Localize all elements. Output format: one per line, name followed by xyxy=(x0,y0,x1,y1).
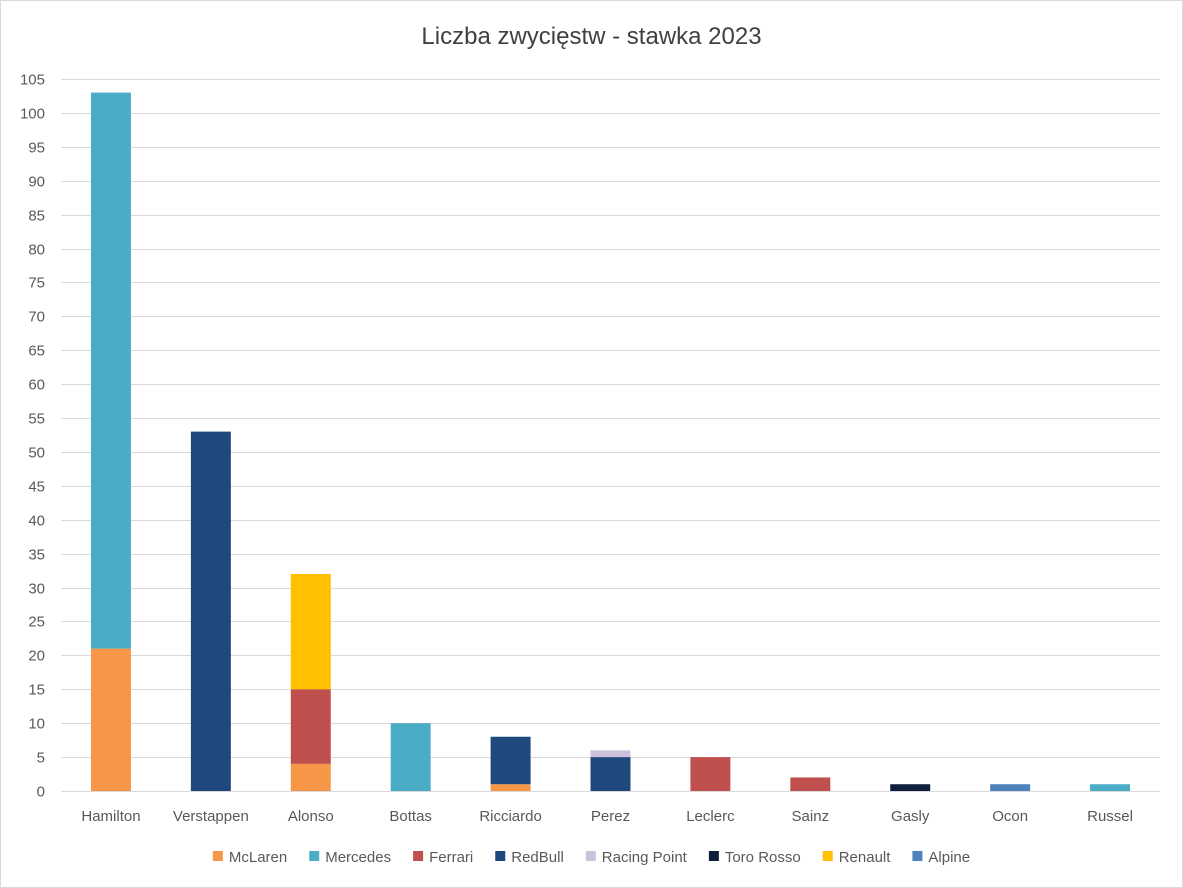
y-tick-label: 60 xyxy=(28,377,45,394)
bar-segment-redbull xyxy=(190,431,231,791)
bar-segment-alpine xyxy=(990,784,1031,791)
legend-swatch xyxy=(495,851,506,861)
y-tick-label: 75 xyxy=(28,275,45,292)
y-tick-label: 105 xyxy=(20,72,45,89)
bar-segment-mclaren xyxy=(90,648,131,791)
y-tick-label: 40 xyxy=(28,513,45,530)
x-tick-label: Ocon xyxy=(992,808,1028,825)
legend-swatch xyxy=(822,851,833,861)
legend-swatch xyxy=(585,851,596,861)
legend-item: RedBull xyxy=(495,849,564,866)
legend-item: Mercedes xyxy=(309,849,391,866)
y-tick-label: 45 xyxy=(28,479,45,496)
y-tick-label: 30 xyxy=(28,581,45,598)
chart-title: Liczba zwycięstw - stawka 2023 xyxy=(421,23,762,50)
y-tick-label: 85 xyxy=(28,208,45,225)
x-tick-label: Sainz xyxy=(792,808,830,825)
bar-segment-toro-rosso xyxy=(890,784,931,791)
legend-label: Mercedes xyxy=(325,849,391,866)
y-tick-label: 70 xyxy=(28,309,45,326)
x-tick-label: Verstappen xyxy=(173,808,249,825)
y-tick-label: 80 xyxy=(28,242,45,259)
bar-segment-ferrari xyxy=(690,757,731,791)
y-tick-label: 10 xyxy=(28,716,45,733)
legend: McLaren Mercedes Ferrari RedBull Racing Poin… xyxy=(212,849,970,866)
legend-swatch xyxy=(912,851,923,861)
x-tick-label: Russel xyxy=(1087,808,1133,825)
x-tick-label: Ricciardo xyxy=(479,808,542,825)
bar-segment-racing-point xyxy=(590,750,631,758)
x-tick-label: Alonso xyxy=(288,808,334,825)
y-tick-label: 25 xyxy=(28,614,45,631)
legend-swatch xyxy=(413,851,424,861)
y-tick-label: 15 xyxy=(28,682,45,699)
bar-segment-renault xyxy=(290,574,331,690)
y-tick-label: 90 xyxy=(28,174,45,191)
y-tick-label: 5 xyxy=(37,750,45,767)
y-tick-label: 0 xyxy=(37,784,45,801)
legend-item: McLaren xyxy=(212,849,287,866)
y-tick-label: 65 xyxy=(28,343,45,360)
legend-swatch xyxy=(708,851,719,861)
legend-item: Toro Rosso xyxy=(708,849,801,866)
x-tick-label: Gasly xyxy=(891,808,930,825)
y-tick-label: 50 xyxy=(28,445,45,462)
y-tick-label: 20 xyxy=(28,648,45,665)
legend-label: Racing Point xyxy=(602,849,688,866)
legend-label: Toro Rosso xyxy=(725,849,801,866)
bar-segment-ferrari xyxy=(290,689,331,764)
legend-label: McLaren xyxy=(229,849,287,866)
gridlines xyxy=(61,79,1160,758)
legend-label: Renault xyxy=(839,849,892,866)
bar-segment-mercedes xyxy=(1090,784,1131,791)
bar-segment-mclaren xyxy=(290,763,331,791)
y-tick-label: 35 xyxy=(28,547,45,564)
x-tick-label: Leclerc xyxy=(686,808,735,825)
y-tick-label: 100 xyxy=(20,106,45,123)
bar-segment-mercedes xyxy=(390,723,431,791)
legend-swatch xyxy=(212,851,223,861)
legend-label: RedBull xyxy=(511,849,564,866)
x-tick-label: Hamilton xyxy=(81,808,140,825)
bar-segment-mercedes xyxy=(90,92,131,649)
y-tick-label: 55 xyxy=(28,411,45,428)
legend-label: Ferrari xyxy=(429,849,473,866)
legend-swatch xyxy=(309,851,320,861)
x-tick-label: Perez xyxy=(591,808,630,825)
x-tick-label: Bottas xyxy=(389,808,432,825)
bar-segment-mclaren xyxy=(490,784,531,791)
bar-segment-redbull xyxy=(590,757,631,791)
bars xyxy=(90,92,1131,791)
legend-item: Alpine xyxy=(912,849,970,866)
legend-item: Racing Point xyxy=(585,849,688,866)
legend-label: Alpine xyxy=(928,849,970,866)
legend-item: Ferrari xyxy=(413,849,473,866)
bar-segment-redbull xyxy=(490,736,531,785)
y-tick-label: 95 xyxy=(28,140,45,157)
bar-segment-ferrari xyxy=(790,777,831,791)
axes: 0 5 10 15 20 25 30 35 40 45 50 55 60 65 70 75 80 85 90 95 10… xyxy=(20,72,1160,825)
legend-item: Renault xyxy=(822,849,892,866)
